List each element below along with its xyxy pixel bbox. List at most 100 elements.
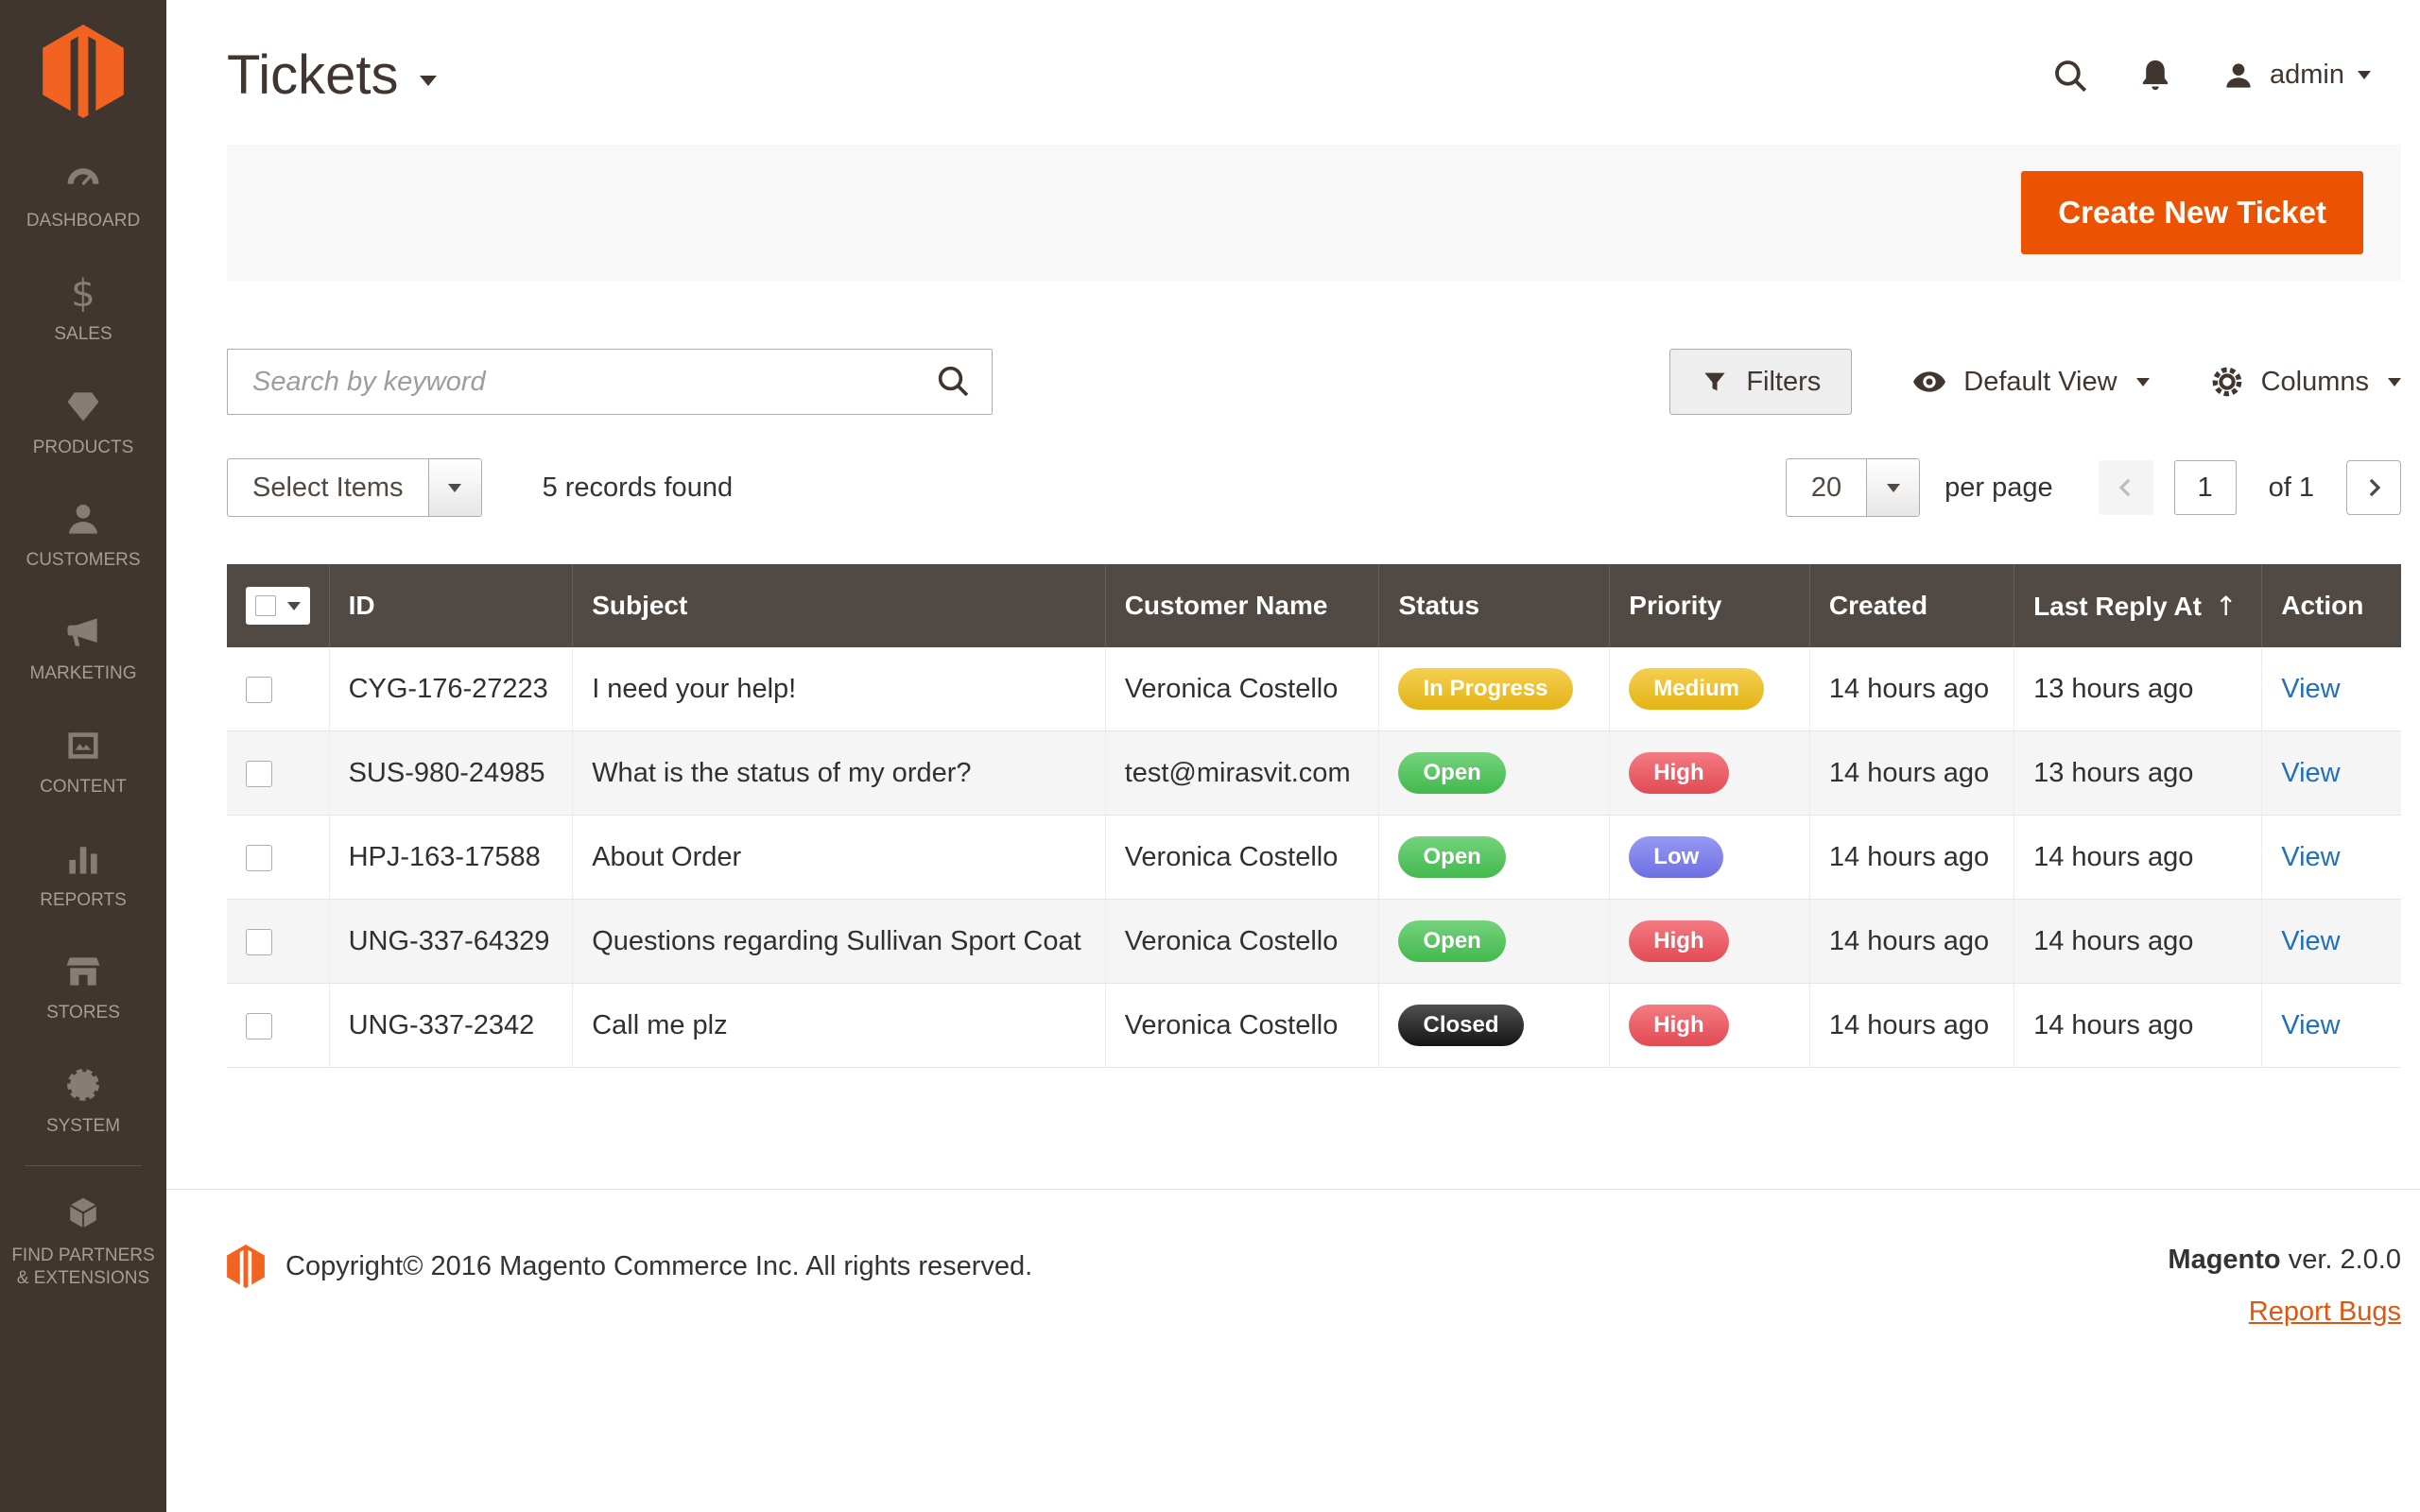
page-title-text: Tickets xyxy=(227,44,399,106)
dashboard-icon xyxy=(67,168,99,185)
user-name: admin xyxy=(2270,60,2344,90)
search-submit-button[interactable] xyxy=(934,362,972,400)
select-all-checkbox[interactable] xyxy=(255,595,276,616)
column-header-subject[interactable]: Subject xyxy=(572,564,1106,647)
column-header-id[interactable]: ID xyxy=(328,564,573,647)
system-icon xyxy=(67,1069,99,1101)
ticket-id-cell: HPJ-163-17588 xyxy=(328,815,573,900)
brand-name: Magento xyxy=(2168,1245,2281,1275)
ticket-subject-cell: Call me plz xyxy=(572,983,1106,1068)
svg-text:$: $ xyxy=(71,272,95,314)
view-switcher-label: Default View xyxy=(1963,366,2118,397)
footer-copyright: Copyright© 2016 Magento Commerce Inc. Al… xyxy=(227,1245,1032,1288)
sidebar-item-stores[interactable]: STORES xyxy=(0,931,166,1044)
ticket-subject-cell: I need your help! xyxy=(572,647,1106,731)
row-checkbox[interactable] xyxy=(246,760,272,787)
ticket-status-cell: In Progress xyxy=(1378,647,1610,731)
row-checkbox[interactable] xyxy=(246,844,272,871)
row-checkbox[interactable] xyxy=(246,1012,272,1040)
view-ticket-link[interactable]: View xyxy=(2281,841,2341,872)
sidebar-item-products[interactable]: PRODUCTS xyxy=(0,366,166,479)
main-content: Tickets admin Create New Ticket xyxy=(166,0,2420,1512)
ticket-id-cell: CYG-176-27223 xyxy=(328,647,573,731)
sidebar-item-find-partners[interactable]: FIND PARTNERS & EXTENSIONS xyxy=(0,1174,166,1310)
global-search-button[interactable] xyxy=(2050,56,2090,95)
select-items-caret[interactable] xyxy=(427,459,481,516)
column-header-priority[interactable]: Priority xyxy=(1609,564,1810,647)
columns-control[interactable]: Columns xyxy=(2208,363,2401,401)
search-icon xyxy=(2055,60,2087,92)
tickets-grid: ID Subject Customer Name Status Priority… xyxy=(227,564,2401,1068)
page-actions-bar: Create New Ticket xyxy=(227,145,2401,281)
ticket-row: UNG-337-2342 Call me plz Veronica Costello… xyxy=(227,983,2401,1068)
records-found: 5 records found xyxy=(542,472,734,503)
sidebar-item-reports[interactable]: REPORTS xyxy=(0,818,166,932)
status-badge: Open xyxy=(1398,836,1506,878)
sidebar-item-dashboard[interactable]: DASHBOARD xyxy=(0,139,166,252)
notifications-icon xyxy=(2142,60,2169,90)
filters-button[interactable]: Filters xyxy=(1669,349,1853,415)
grid-view-controls: Filters Default View Columns xyxy=(1669,349,2401,415)
select-items-dropdown[interactable]: Select Items xyxy=(227,458,482,517)
column-header-status[interactable]: Status xyxy=(1378,564,1610,647)
previous-page-button[interactable] xyxy=(2098,460,2153,515)
per-page-select[interactable]: 20 xyxy=(1785,458,1921,517)
select-all-cell xyxy=(227,564,330,647)
chevron-down-icon xyxy=(2388,377,2401,387)
ticket-customer-cell: test@mirasvit.com xyxy=(1104,730,1379,816)
sidebar-item-label: REPORTS xyxy=(40,889,127,910)
sidebar-item-marketing[interactable]: MARKETING xyxy=(0,592,166,705)
ticket-action-cell: View xyxy=(2261,899,2401,984)
ticket-last-reply-cell: 13 hours ago xyxy=(2014,730,2262,816)
search-input[interactable] xyxy=(227,349,993,415)
ticket-row: SUS-980-24985 What is the status of my or… xyxy=(227,730,2401,816)
priority-badge: High xyxy=(1629,1005,1729,1046)
version-number: ver. 2.0.0 xyxy=(2280,1245,2401,1275)
magento-logo[interactable] xyxy=(0,0,166,139)
sidebar-item-label: DASHBOARD xyxy=(26,211,141,231)
row-checkbox[interactable] xyxy=(246,928,272,955)
view-switcher[interactable]: Default View xyxy=(1910,363,2150,401)
row-select-cell xyxy=(227,983,330,1068)
footer: Copyright© 2016 Magento Commerce Inc. Al… xyxy=(166,1189,2420,1328)
ticket-priority-cell: High xyxy=(1609,983,1810,1068)
report-bugs-link[interactable]: Report Bugs xyxy=(2248,1297,2401,1327)
status-badge: In Progress xyxy=(1398,668,1573,710)
chevron-down-icon xyxy=(2358,71,2371,79)
view-ticket-link[interactable]: View xyxy=(2281,673,2341,704)
column-header-customer-name[interactable]: Customer Name xyxy=(1104,564,1379,647)
create-new-ticket-button[interactable]: Create New Ticket xyxy=(2021,171,2363,254)
user-icon xyxy=(2226,62,2251,88)
column-header-created[interactable]: Created xyxy=(1808,564,2014,647)
ticket-action-cell: View xyxy=(2261,647,2401,731)
ticket-customer-cell: Veronica Costello xyxy=(1104,815,1379,900)
per-page-caret[interactable] xyxy=(1866,459,1920,516)
ticket-subject-cell: About Order xyxy=(572,815,1106,900)
sidebar-divider xyxy=(25,1164,142,1166)
notifications-button[interactable] xyxy=(2135,56,2175,95)
sidebar-item-customers[interactable]: CUSTOMERS xyxy=(0,478,166,592)
next-page-button[interactable] xyxy=(2346,460,2401,515)
chevron-down-icon xyxy=(448,483,462,492)
select-all-dropdown[interactable] xyxy=(246,587,310,625)
ticket-status-cell: Open xyxy=(1378,815,1610,900)
page-title-caret[interactable] xyxy=(419,76,437,86)
sidebar-item-system[interactable]: SYSTEM xyxy=(0,1044,166,1158)
ticket-created-cell: 14 hours ago xyxy=(1808,730,2014,816)
user-menu[interactable]: admin xyxy=(2221,58,2371,94)
magento-footer-logo-icon xyxy=(227,1245,265,1288)
current-page-input[interactable] xyxy=(2173,460,2237,515)
sidebar-item-sales[interactable]: $ SALES xyxy=(0,252,166,366)
view-ticket-link[interactable]: View xyxy=(2281,1009,2341,1040)
chevron-down-icon xyxy=(287,601,301,610)
row-checkbox[interactable] xyxy=(246,676,272,703)
column-header-last-reply-at[interactable]: Last Reply At ↑ xyxy=(2014,564,2262,647)
view-ticket-link[interactable]: View xyxy=(2281,925,2341,956)
sort-asc-icon: ↑ xyxy=(2214,590,2238,622)
sidebar: DASHBOARD $ SALES PRODUCTS CUSTOMERS MAR… xyxy=(0,0,166,1512)
sidebar-item-label: CUSTOMERS xyxy=(26,550,141,571)
sidebar-item-content[interactable]: CONTENT xyxy=(0,705,166,818)
view-ticket-link[interactable]: View xyxy=(2281,757,2341,788)
marketing-icon xyxy=(67,618,97,646)
